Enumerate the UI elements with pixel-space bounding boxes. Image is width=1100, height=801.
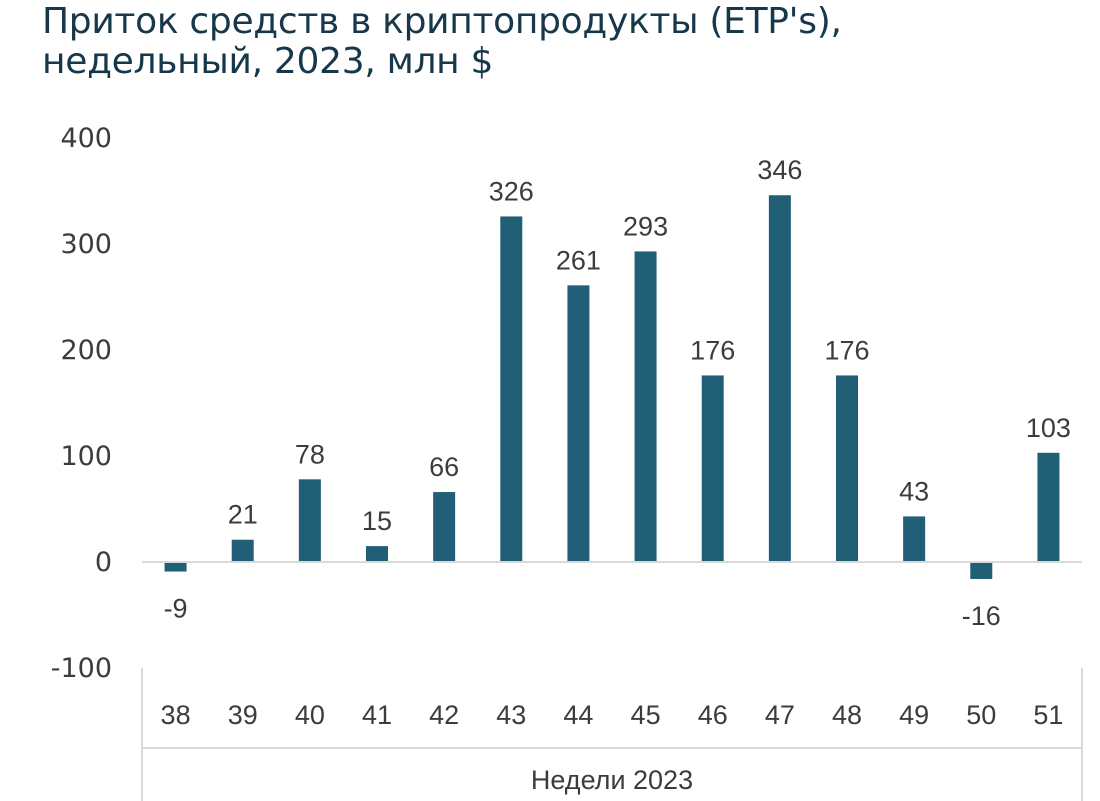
- data-labels: -9 21 78 15 66 326 261 293 176 346 176 43 -16 103: [164, 155, 1071, 631]
- x-tick-label: 46: [698, 700, 728, 730]
- y-tick-label: 100: [60, 441, 112, 472]
- y-axis-ticks: 400 300 200 100 0 -100: [51, 123, 112, 684]
- chart-title: Приток средств в криптопродукты (ETP's),…: [42, 2, 842, 82]
- chart-title-line-2: недельный, 2023, млн $: [42, 41, 494, 82]
- bar-week-51: [1037, 452, 1060, 562]
- data-label: 21: [228, 500, 258, 530]
- data-label: -16: [962, 601, 1001, 631]
- x-tick-label: 40: [295, 700, 325, 730]
- data-label: 176: [690, 335, 735, 365]
- y-tick-label: -100: [51, 653, 112, 684]
- x-tick-label: 44: [563, 700, 593, 730]
- data-label: 261: [556, 245, 601, 275]
- bar-week-41: [366, 546, 388, 562]
- x-tick-label: 42: [429, 700, 459, 730]
- bars: [164, 195, 1060, 579]
- bar-week-44: [567, 285, 590, 562]
- y-tick-label: 300: [60, 229, 112, 260]
- y-tick-label: 400: [60, 123, 112, 154]
- x-tick-label: 51: [1033, 700, 1063, 730]
- data-label: 66: [429, 452, 459, 482]
- bar-week-38: [164, 562, 187, 572]
- bar-week-40: [298, 479, 321, 562]
- data-label: 176: [824, 335, 869, 365]
- x-tick-label: 39: [228, 700, 258, 730]
- bar-week-46: [701, 375, 724, 562]
- data-label: 326: [489, 176, 534, 206]
- bar-week-42: [433, 492, 456, 562]
- bar-week-45: [634, 251, 657, 563]
- x-axis: [141, 561, 1083, 801]
- x-tick-label: 38: [161, 700, 191, 730]
- bar-week-49: [903, 516, 926, 562]
- x-tick-label: 48: [832, 700, 862, 730]
- data-label: 43: [899, 476, 929, 506]
- x-tick-label: 45: [631, 700, 661, 730]
- data-label: 78: [295, 439, 325, 469]
- x-axis-title: Недели 2023: [531, 765, 693, 795]
- x-tick-label: 47: [765, 700, 795, 730]
- x-tick-label: 41: [362, 700, 392, 730]
- y-tick-label: 0: [95, 547, 112, 578]
- data-label: 346: [757, 155, 802, 185]
- data-label: 15: [362, 506, 392, 536]
- chart-title-line-1: Приток средств в криптопродукты (ETP's),: [42, 1, 842, 42]
- x-tick-label: 50: [966, 700, 996, 730]
- y-tick-label: 200: [60, 335, 112, 366]
- x-tick-label: 43: [496, 700, 526, 730]
- bar-week-39: [231, 539, 254, 562]
- data-label: -9: [164, 594, 188, 624]
- data-label: 103: [1026, 413, 1071, 443]
- x-tick-label: 49: [899, 700, 929, 730]
- bar-week-47: [768, 195, 791, 563]
- x-axis-category-labels: 38 39 40 41 42 43 44 45 46 47 48 49 50 51: [161, 700, 1064, 730]
- bar-week-48: [836, 375, 858, 562]
- bar-week-43: [500, 216, 523, 562]
- bar-week-50: [970, 562, 993, 579]
- data-label: 293: [623, 211, 668, 241]
